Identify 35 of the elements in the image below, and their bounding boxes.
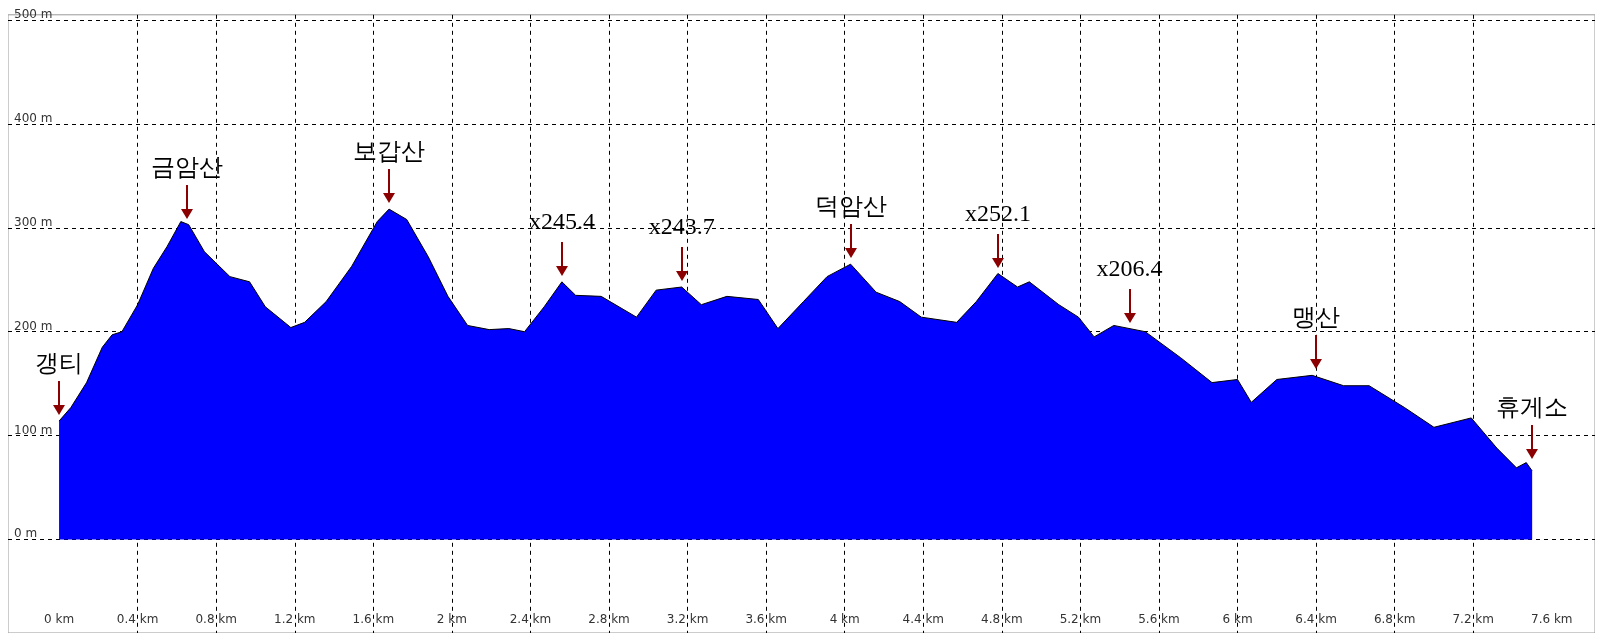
x-tick-label: 6.8 km <box>1373 612 1416 626</box>
x-tick-label: 1.2 km <box>273 612 316 626</box>
x-tick-label: 6 km <box>1222 612 1253 626</box>
x-tick-label: 2.8 km <box>588 612 630 626</box>
x-tick-label: 7.2 km <box>1452 612 1494 626</box>
x-tick-label: 4 km <box>829 612 860 626</box>
x-tick-label: 4.4 km <box>902 612 945 626</box>
annotation: 덕암산 <box>814 192 887 222</box>
x-tick-label: 2 km <box>436 612 467 626</box>
annotation: 휴게소 <box>1496 392 1569 422</box>
x-tick-label: 5.6 km <box>1138 612 1180 626</box>
annotation: x243.7 <box>648 213 715 241</box>
annotation: 갱티 <box>35 349 84 379</box>
y-tick-label: 200 m <box>14 318 53 333</box>
x-tick-label: 0 km <box>44 612 75 626</box>
x-tick-label: 0.8 km <box>195 612 237 626</box>
y-tick-label: 300 m <box>14 214 53 229</box>
x-tick-label: 3.6 km <box>745 612 787 626</box>
annotation: 맹산 <box>1292 303 1341 333</box>
x-tick-label: 2.4 km <box>509 612 552 626</box>
x-tick-label: 5.2 km <box>1059 612 1102 626</box>
annotation: 금암산 <box>150 152 223 182</box>
x-tick-label: 7.6 km <box>1531 612 1573 626</box>
x-tick-label: 6.4 km <box>1295 612 1337 626</box>
y-tick-label: 500 m <box>14 7 53 21</box>
y-tick-label: 0 m <box>14 526 38 541</box>
x-tick-label: 0.4 km <box>116 612 159 626</box>
x-tick-label: 3.2 km <box>666 612 709 626</box>
annotation: 보갑산 <box>353 137 426 167</box>
x-tick-label: 1.6 km <box>352 612 395 626</box>
x-tick-label: 4.8 km <box>981 612 1023 626</box>
annotation: x252.1 <box>964 199 1031 227</box>
annotation: x206.4 <box>1096 254 1163 282</box>
y-tick-label: 400 m <box>14 110 53 125</box>
y-tick-label: 100 m <box>14 422 53 437</box>
